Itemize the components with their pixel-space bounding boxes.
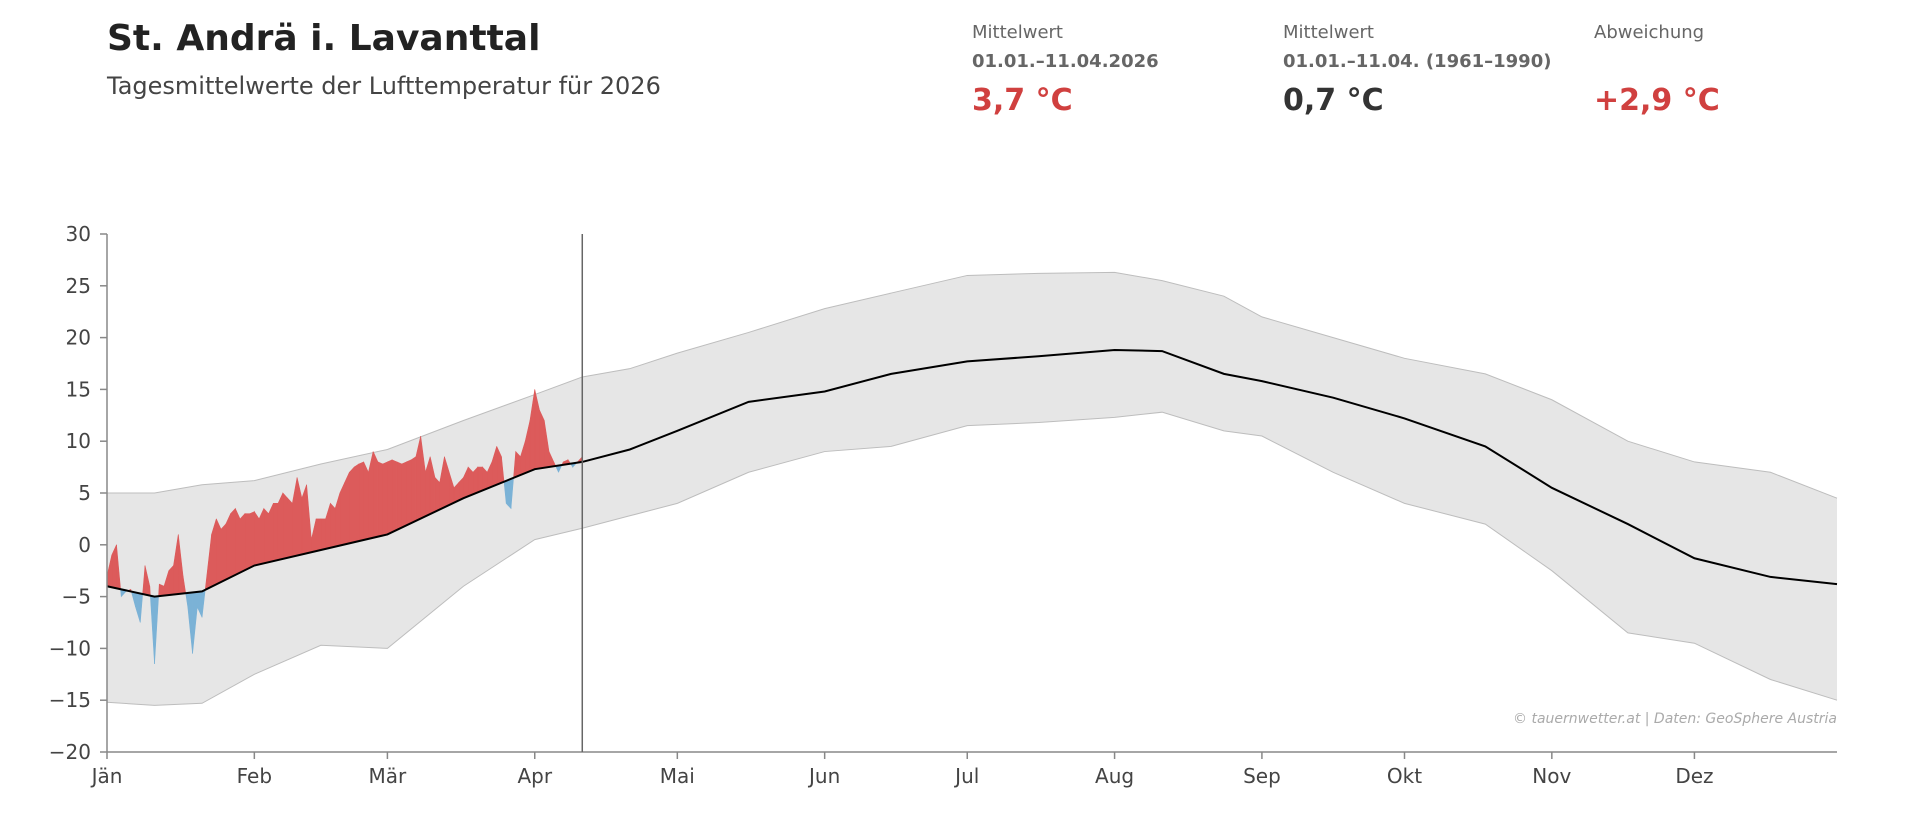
warm-anomaly (467, 466, 474, 497)
warm-anomaly (539, 409, 545, 469)
x-tick-label: Okt (1387, 764, 1422, 788)
warm-anomaly (315, 518, 322, 552)
x-tick-label: Dez (1675, 764, 1713, 788)
warm-anomaly (472, 466, 479, 495)
warm-anomaly (263, 507, 269, 564)
warm-anomaly (353, 463, 360, 543)
stat-value: +2,9 °C (1594, 83, 1720, 118)
y-tick-label: 5 (78, 481, 91, 505)
stat-label: Abweichung (1594, 22, 1705, 43)
warm-anomaly (158, 583, 165, 597)
y-tick-label: 25 (66, 274, 91, 298)
warm-anomaly (339, 482, 345, 546)
y-tick-label: 15 (66, 377, 91, 401)
warm-anomaly (216, 518, 222, 585)
warm-anomaly (287, 497, 293, 559)
warm-anomaly (358, 461, 364, 542)
x-tick-label: Jul (953, 764, 979, 788)
stat-period: 01.01.–11.04. (1961–1990) (1283, 51, 1552, 72)
warm-anomaly (401, 461, 407, 529)
y-tick-label: 20 (66, 326, 91, 350)
stat-period: 01.01.–11.04.2026 (972, 51, 1159, 72)
climate-range-band (106, 271, 1838, 706)
band-upper-edge (107, 271, 1838, 499)
warm-anomaly (396, 461, 402, 531)
stat-climate-mean: Mittelwert 01.01.–11.04. (1961–1990) 0,7… (1283, 22, 1551, 118)
warm-anomaly (258, 508, 265, 565)
warm-anomaly (406, 459, 412, 526)
y-tick-label: −15 (49, 688, 91, 712)
stat-value: 0,7 °C (1283, 83, 1384, 118)
cold-anomaly (505, 478, 512, 510)
warm-anomaly (344, 472, 350, 545)
warm-anomaly (410, 456, 417, 524)
warm-anomaly (235, 508, 241, 576)
warm-anomaly (363, 461, 369, 541)
warm-anomaly (377, 461, 383, 538)
x-tick-label: Jun (807, 764, 840, 788)
y-tick-label: −10 (49, 636, 91, 660)
warm-anomaly (320, 518, 326, 551)
stat-label: Mittelwert (972, 22, 1063, 43)
normal-line (106, 349, 1838, 598)
station-title: St. Andrä i. Lavanttal (107, 18, 541, 59)
warm-anomaly (244, 513, 250, 571)
x-tick-label: Mär (369, 764, 408, 788)
y-tick-label: 30 (66, 222, 91, 246)
chart-subtitle: Tagesmittelwerte der Lufttemperatur für … (107, 72, 661, 100)
warm-anomaly (254, 510, 260, 566)
warm-anomaly (168, 564, 174, 596)
warm-anomaly (387, 459, 393, 535)
y-tick-label: 0 (78, 533, 91, 557)
x-tick-label: Feb (237, 764, 272, 788)
warm-anomaly (273, 503, 279, 562)
y-tick-label: 10 (66, 429, 91, 453)
warm-anomaly (391, 459, 398, 533)
x-tick-label: Jän (90, 764, 123, 788)
data-credit: © tauernwetter.at | Daten: GeoSphere Aus… (1513, 711, 1837, 727)
band-area (107, 272, 1837, 706)
warm-anomaly (330, 502, 336, 549)
normal-series-line (106, 349, 1838, 598)
stat-value: 3,7 °C (972, 83, 1073, 118)
warm-anomaly (434, 476, 440, 513)
x-tick-label: Mai (660, 764, 695, 788)
warm-anomaly (249, 511, 255, 569)
x-tick-label: Apr (517, 764, 552, 788)
stat-deviation: Abweichung +2,9 °C (1594, 22, 1720, 118)
stat-label: Mittelwert (1283, 22, 1374, 43)
y-tick-label: −20 (49, 740, 91, 764)
warm-anomaly (349, 466, 355, 544)
warm-anomaly (477, 466, 483, 493)
x-tick-label: Aug (1095, 764, 1134, 788)
x-tick-label: Nov (1532, 764, 1571, 788)
anomaly-areas (106, 389, 583, 664)
warm-anomaly (372, 451, 379, 539)
warm-anomaly (268, 503, 274, 563)
warm-anomaly (225, 513, 231, 581)
y-tick-label: −5 (62, 585, 91, 609)
stat-current-mean: Mittelwert 01.01.–11.04.2026 3,7 °C (972, 22, 1159, 118)
warm-anomaly (277, 492, 284, 561)
warm-anomaly (282, 492, 288, 560)
warm-anomaly (382, 461, 388, 536)
warm-anomaly (220, 523, 227, 583)
x-tick-label: Sep (1243, 764, 1281, 788)
warm-anomaly (230, 507, 236, 578)
warm-anomaly (239, 512, 246, 574)
band-lower-edge (106, 411, 1838, 706)
